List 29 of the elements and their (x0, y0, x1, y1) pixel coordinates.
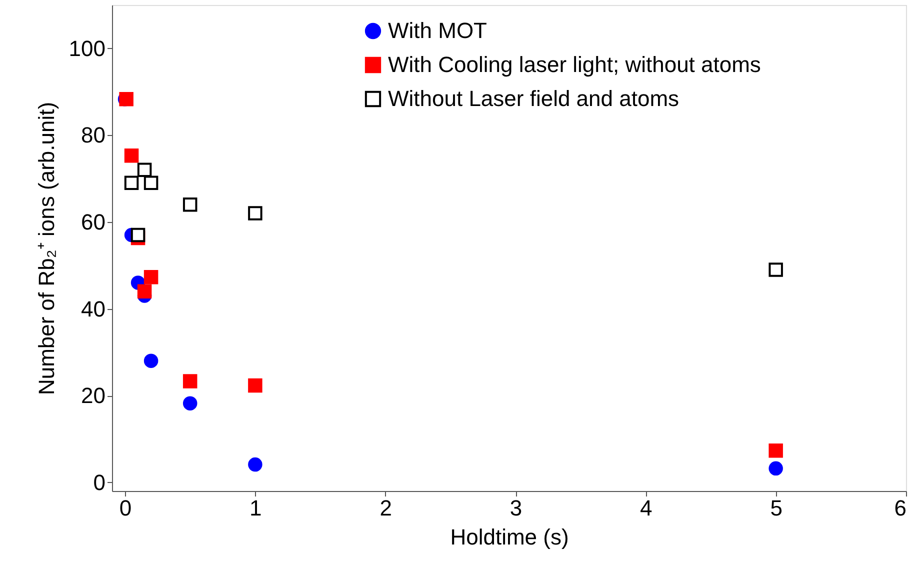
legend-label: Without Laser field and atoms (388, 86, 680, 111)
x-tick-label: 6 (894, 496, 906, 520)
legend-label: With Cooling laser light; without atoms (388, 52, 761, 77)
point (130, 228, 146, 242)
x-tick-label: 3 (510, 496, 522, 520)
point (768, 444, 783, 458)
point (248, 378, 262, 393)
point (182, 374, 198, 388)
y-tick-label: 100 (68, 36, 106, 61)
point (182, 396, 198, 410)
y-tick-label: 0 (93, 470, 106, 495)
point (124, 148, 139, 163)
point (768, 461, 783, 476)
y-tick-label: 80 (81, 122, 106, 148)
point (248, 457, 262, 472)
x-tick-label: 1 (250, 496, 262, 520)
point (144, 354, 158, 368)
x-tick-label: 4 (640, 496, 652, 520)
x-tick-label: 5 (770, 496, 782, 520)
x-axis-title: Holdtime (s) (450, 524, 569, 550)
y-tick-label: 20 (81, 383, 106, 408)
y-axis-title: Number of Rb₂⁺ ions (arb.unit) (34, 102, 59, 396)
point (144, 270, 158, 284)
y-tick-label: 40 (81, 296, 106, 322)
x-tick-label: 0 (119, 496, 132, 520)
legend-label: With MOT (388, 18, 487, 43)
y-tick-label: 60 (81, 209, 106, 234)
point (137, 284, 152, 299)
x-tick-label: 2 (380, 496, 392, 520)
